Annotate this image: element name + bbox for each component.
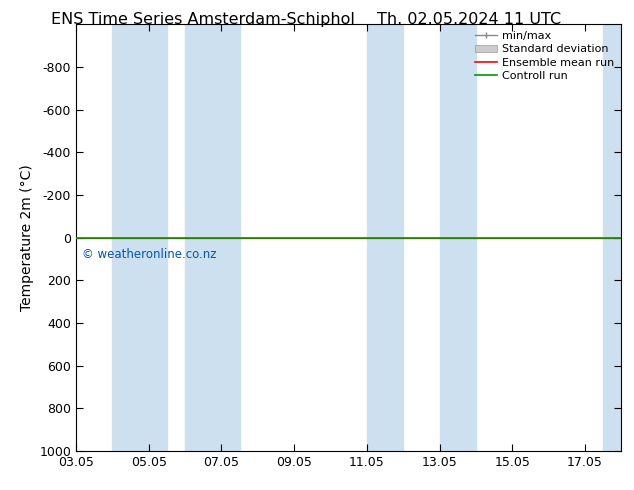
Text: Th. 02.05.2024 11 UTC: Th. 02.05.2024 11 UTC	[377, 12, 561, 27]
Bar	[185, 24, 240, 451]
Bar	[439, 24, 476, 451]
Bar	[112, 24, 167, 451]
Text: ENS Time Series Amsterdam-Schiphol: ENS Time Series Amsterdam-Schiphol	[51, 12, 355, 27]
Text: © weatheronline.co.nz: © weatheronline.co.nz	[82, 248, 216, 261]
Bar	[367, 24, 403, 451]
Legend: min/max, Standard deviation, Ensemble mean run, Controll run: min/max, Standard deviation, Ensemble me…	[470, 27, 619, 86]
Bar	[603, 24, 621, 451]
Y-axis label: Temperature 2m (°C): Temperature 2m (°C)	[20, 164, 34, 311]
